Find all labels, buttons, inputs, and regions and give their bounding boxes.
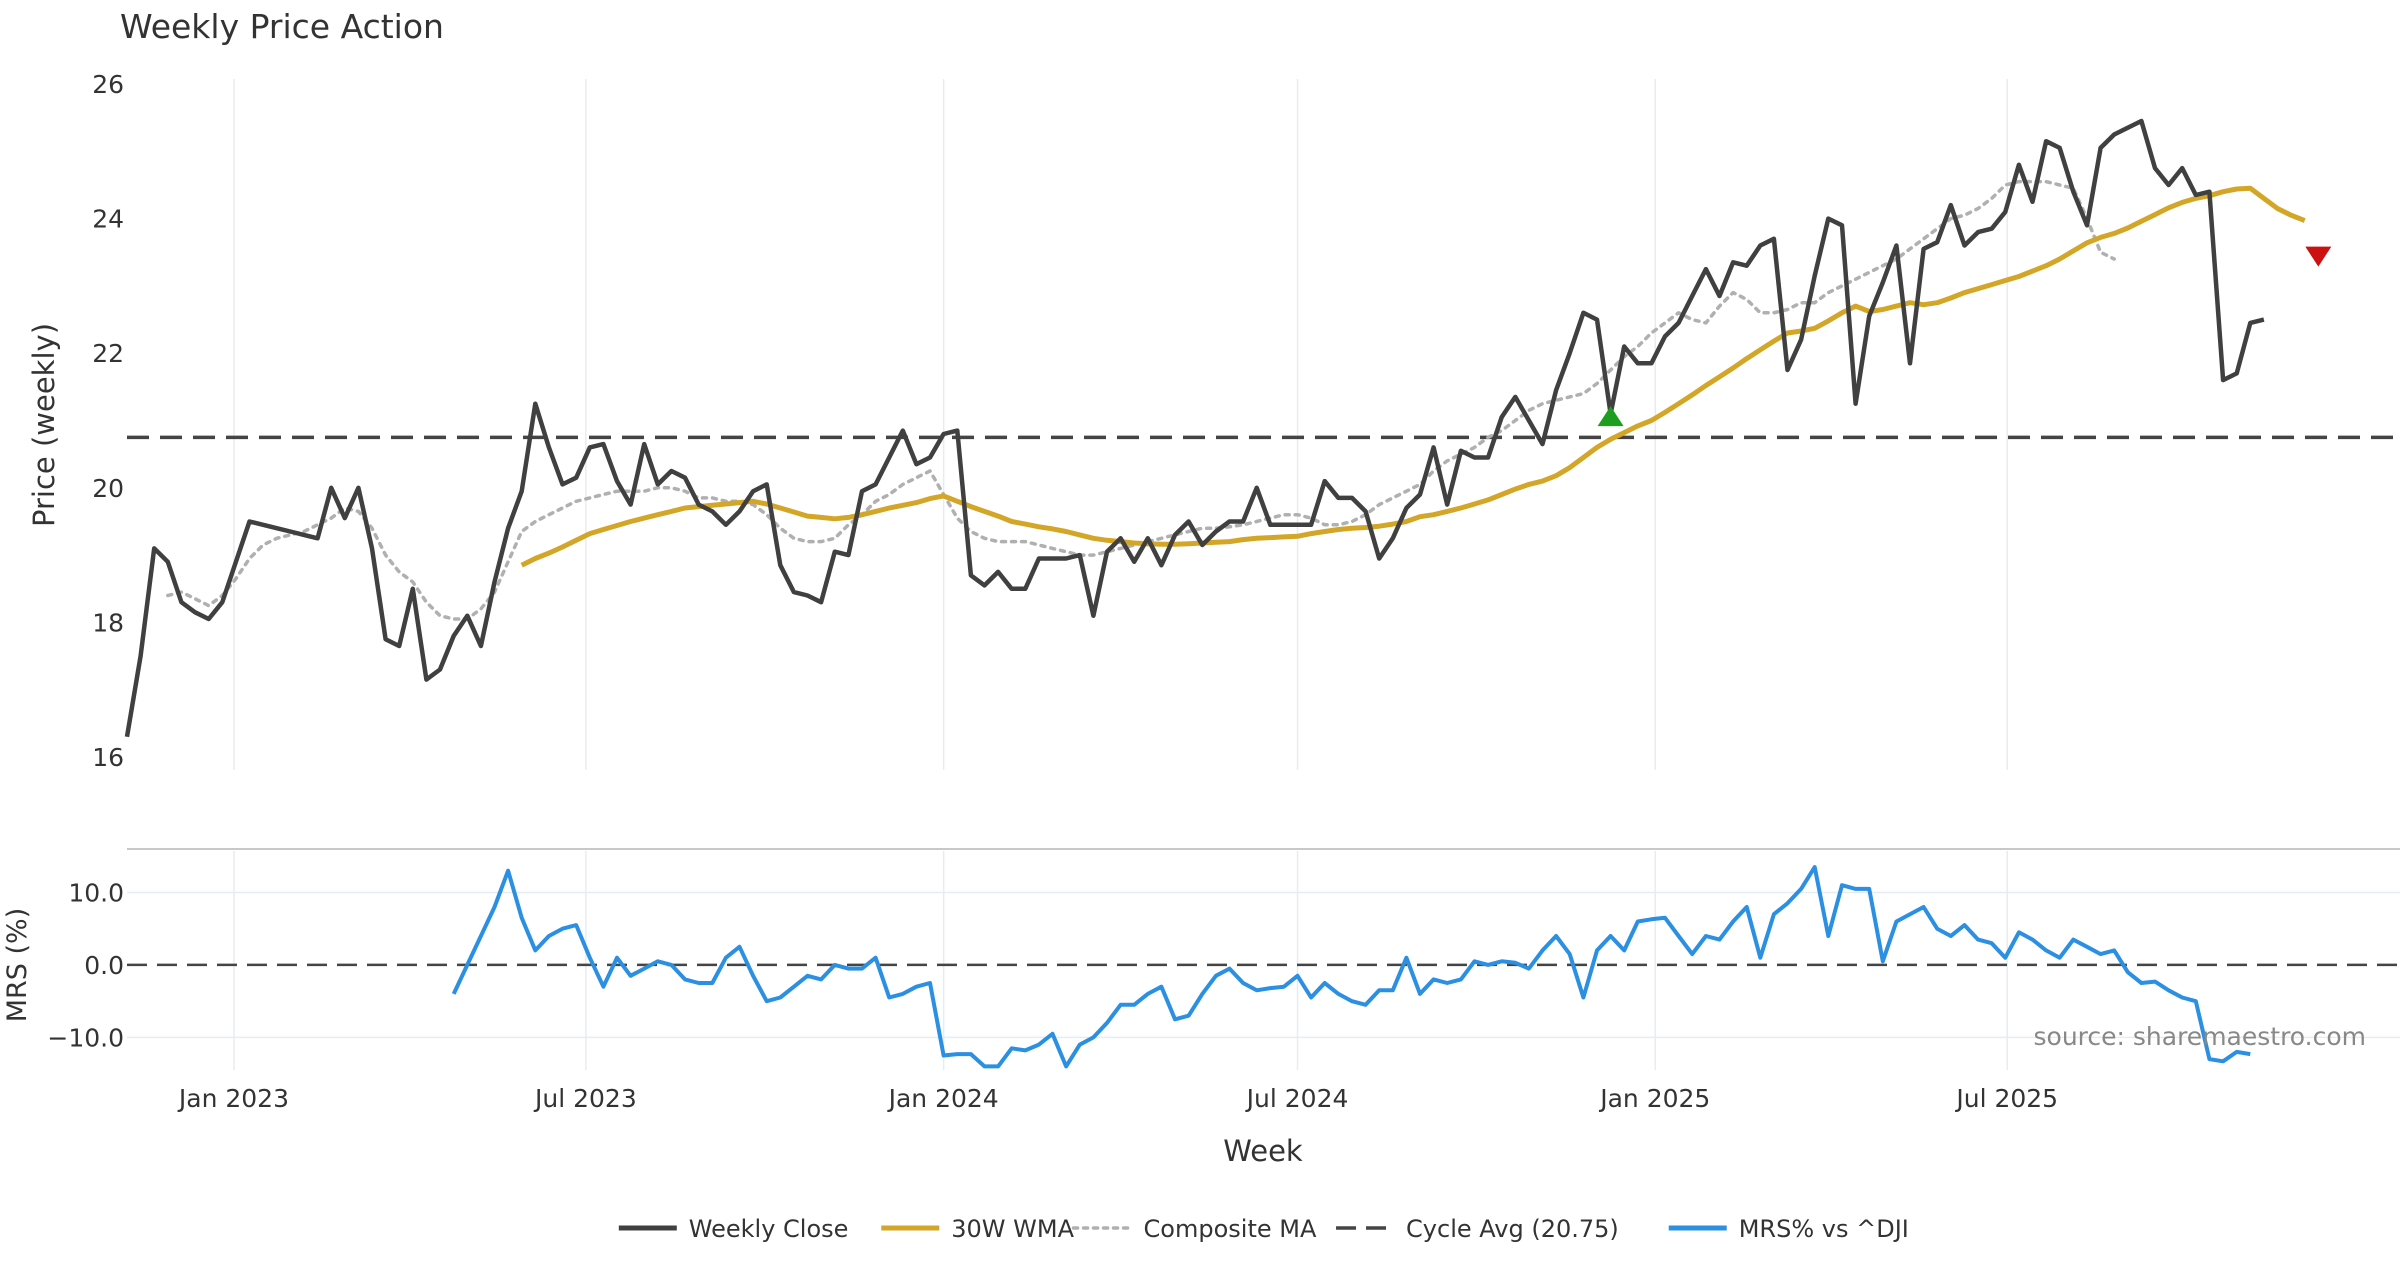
legend-label: Cycle Avg (20.75) <box>1406 1215 1619 1243</box>
legend-label: MRS% vs ^DJI <box>1739 1215 1909 1243</box>
price-y-tick-label: 22 <box>92 339 124 368</box>
mrs-y-tick-label: 0.0 <box>84 951 124 980</box>
x-tick-label: Jul 2025 <box>1954 1084 2058 1113</box>
mrs-y-axis: 10.0 0.0 −10.0 <box>47 878 124 1052</box>
x-axis-label: Week <box>1223 1134 1303 1168</box>
weekly-close-line <box>124 118 2265 738</box>
mrs-gridlines <box>127 851 2400 1070</box>
mrs-line <box>451 865 2251 1069</box>
x-axis-tick-labels: Jan 2023 Jul 2023 Jan 2024 Jul 2024 Jan 2025… <box>177 1084 2058 1113</box>
sell-signal-marker <box>2305 246 2332 267</box>
wma-30w-line <box>520 185 2306 568</box>
x-tick-label: Jan 2023 <box>177 1084 289 1113</box>
legend-label: 30W WMA <box>951 1215 1074 1243</box>
price-y-axis-label: Price (weekly) <box>27 323 61 527</box>
x-tick-label: Jul 2023 <box>533 1084 637 1113</box>
x-tick-label: Jan 2024 <box>887 1084 999 1113</box>
legend: Weekly Close 30W WMA Composite MA Cycle Avg… <box>618 1215 1909 1243</box>
price-y-tick-label: 16 <box>92 743 124 772</box>
source-attribution: source: sharemaestro.com <box>2034 1022 2367 1051</box>
legend-label: Weekly Close <box>689 1215 849 1243</box>
buy-signal-marker <box>1597 406 1624 427</box>
price-y-tick-label: 20 <box>92 474 124 503</box>
price-y-axis: 16 18 20 22 24 26 <box>92 70 124 772</box>
mrs-y-tick-label: −10.0 <box>47 1023 124 1052</box>
signal-markers <box>1597 246 2332 427</box>
mrs-y-tick-label: 10.0 <box>68 878 124 907</box>
legend-label: Composite MA <box>1144 1215 1317 1243</box>
price-gridlines <box>233 79 2008 770</box>
x-tick-label: Jul 2024 <box>1245 1084 1349 1113</box>
price-y-tick-label: 18 <box>92 608 124 637</box>
price-y-tick-label: 24 <box>92 205 124 234</box>
chart-title: Weekly Price Action <box>120 7 444 46</box>
x-tick-label: Jan 2025 <box>1598 1084 1710 1113</box>
price-y-tick-label: 26 <box>92 70 124 99</box>
mrs-y-axis-label: MRS (%) <box>2 908 33 1023</box>
